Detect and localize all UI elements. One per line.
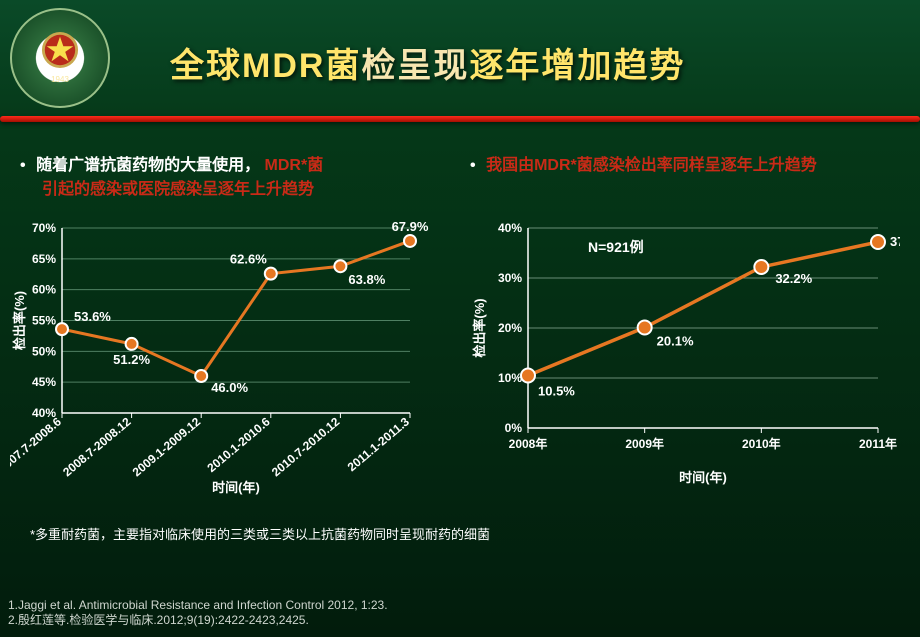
svg-text:60%: 60% xyxy=(32,283,56,297)
svg-text:45%: 45% xyxy=(32,375,56,389)
content-area: • 随着广谱抗菌药物的大量使用， MDR*菌 引起的感染或医院感染呈逐年上升趋势… xyxy=(0,140,920,637)
svg-text:67.9%: 67.9% xyxy=(392,219,429,234)
ref-1: 1.Jaggi et al. Antimicrobial Resistance … xyxy=(8,598,388,614)
star-icon xyxy=(41,31,79,69)
divider-bar xyxy=(0,116,920,122)
bullet-left-red1: MDR*菌 xyxy=(265,157,324,174)
svg-text:2011.1-2011.3: 2011.1-2011.3 xyxy=(345,414,413,474)
svg-text:2008年: 2008年 xyxy=(509,436,548,451)
svg-text:2007.7-2008.6: 2007.7-2008.6 xyxy=(10,414,64,475)
svg-text:20%: 20% xyxy=(498,321,522,335)
svg-text:50%: 50% xyxy=(32,344,56,358)
svg-text:0%: 0% xyxy=(505,421,523,435)
svg-text:20.1%: 20.1% xyxy=(657,334,694,349)
bullet-right: • 我国由MDR*菌感染检出率同样呈逐年上升趋势 xyxy=(470,154,900,178)
svg-text:51.2%: 51.2% xyxy=(113,352,150,367)
svg-text:2010.1-2010.6: 2010.1-2010.6 xyxy=(204,414,273,475)
slide-title: 全球MDR菌检呈现逐年增加趋势 xyxy=(170,38,685,87)
svg-text:55%: 55% xyxy=(32,314,56,328)
references: 1.Jaggi et al. Antimicrobial Resistance … xyxy=(8,598,388,629)
bullet-left-line1: 随着广谱抗菌药物的大量使用， xyxy=(36,157,260,174)
chart-left-wrap: 40%45%50%55%60%65%70%53.6%51.2%46.0%62.6… xyxy=(10,218,430,498)
svg-text:2010年: 2010年 xyxy=(742,436,781,451)
title-part-2: 检呈现 xyxy=(361,47,469,85)
svg-text:2010.7-2010.12: 2010.7-2010.12 xyxy=(269,414,343,479)
bullet-left-red2: 引起的感染或医院感染呈逐年上升趋势 xyxy=(42,181,314,198)
svg-text:检出率(%): 检出率(%) xyxy=(12,291,27,350)
svg-text:检出率(%): 检出率(%) xyxy=(472,298,487,357)
svg-text:53.6%: 53.6% xyxy=(74,309,111,324)
svg-text:2011年: 2011年 xyxy=(859,436,897,451)
svg-text:62.6%: 62.6% xyxy=(230,252,267,267)
svg-text:46.0%: 46.0% xyxy=(211,380,248,395)
svg-text:70%: 70% xyxy=(32,221,56,235)
svg-text:37.2%: 37.2% xyxy=(890,234,900,249)
ref-2: 2.殷红莲等.检验医学与临床.2012;9(19):2422-2423,2425… xyxy=(8,613,388,629)
svg-text:时间(年): 时间(年) xyxy=(679,470,727,485)
title-part-3: 逐年增加趋势 xyxy=(469,47,685,85)
svg-text:10%: 10% xyxy=(498,371,522,385)
logo-year: 1943 xyxy=(51,75,69,84)
footnote: *多重耐药菌，主要指对临床使用的三类或三类以上抗菌药物同时呈现耐药的细菌 xyxy=(30,524,490,543)
svg-text:2009.1-2009.12: 2009.1-2009.12 xyxy=(130,414,204,479)
svg-text:N=921例: N=921例 xyxy=(588,239,644,255)
bullet-right-line1: 我国由MDR*菌感染检出率同样呈逐年上升趋势 xyxy=(486,157,817,174)
svg-text:40%: 40% xyxy=(498,221,522,235)
bullet-left: • 随着广谱抗菌药物的大量使用， MDR*菌 引起的感染或医院感染呈逐年上升趋势 xyxy=(20,154,450,202)
chart-right-wrap: 0% 10% 20% 30% 40% 10.5% 20.1% 32.2% 37.2% 2008年 2… xyxy=(470,218,900,488)
svg-text:30%: 30% xyxy=(498,271,522,285)
title-part-1: 全球MDR菌 xyxy=(170,47,361,85)
chart-left: 40%45%50%55%60%65%70%53.6%51.2%46.0%62.6… xyxy=(10,218,430,498)
svg-text:2009年: 2009年 xyxy=(625,436,664,451)
hospital-logo: 1943 xyxy=(10,8,110,108)
svg-text:时间(年): 时间(年) xyxy=(212,480,260,495)
svg-text:65%: 65% xyxy=(32,252,56,266)
svg-text:2008.7-2008.12: 2008.7-2008.12 xyxy=(60,414,134,479)
svg-text:10.5%: 10.5% xyxy=(538,384,575,399)
svg-text:32.2%: 32.2% xyxy=(775,271,812,286)
svg-text:63.8%: 63.8% xyxy=(348,272,385,287)
slide-header: 1943 全球MDR菌检呈现逐年增加趋势 xyxy=(0,0,920,120)
chart-right: 0% 10% 20% 30% 40% 10.5% 20.1% 32.2% 37.2% 2008年 2… xyxy=(470,218,900,488)
